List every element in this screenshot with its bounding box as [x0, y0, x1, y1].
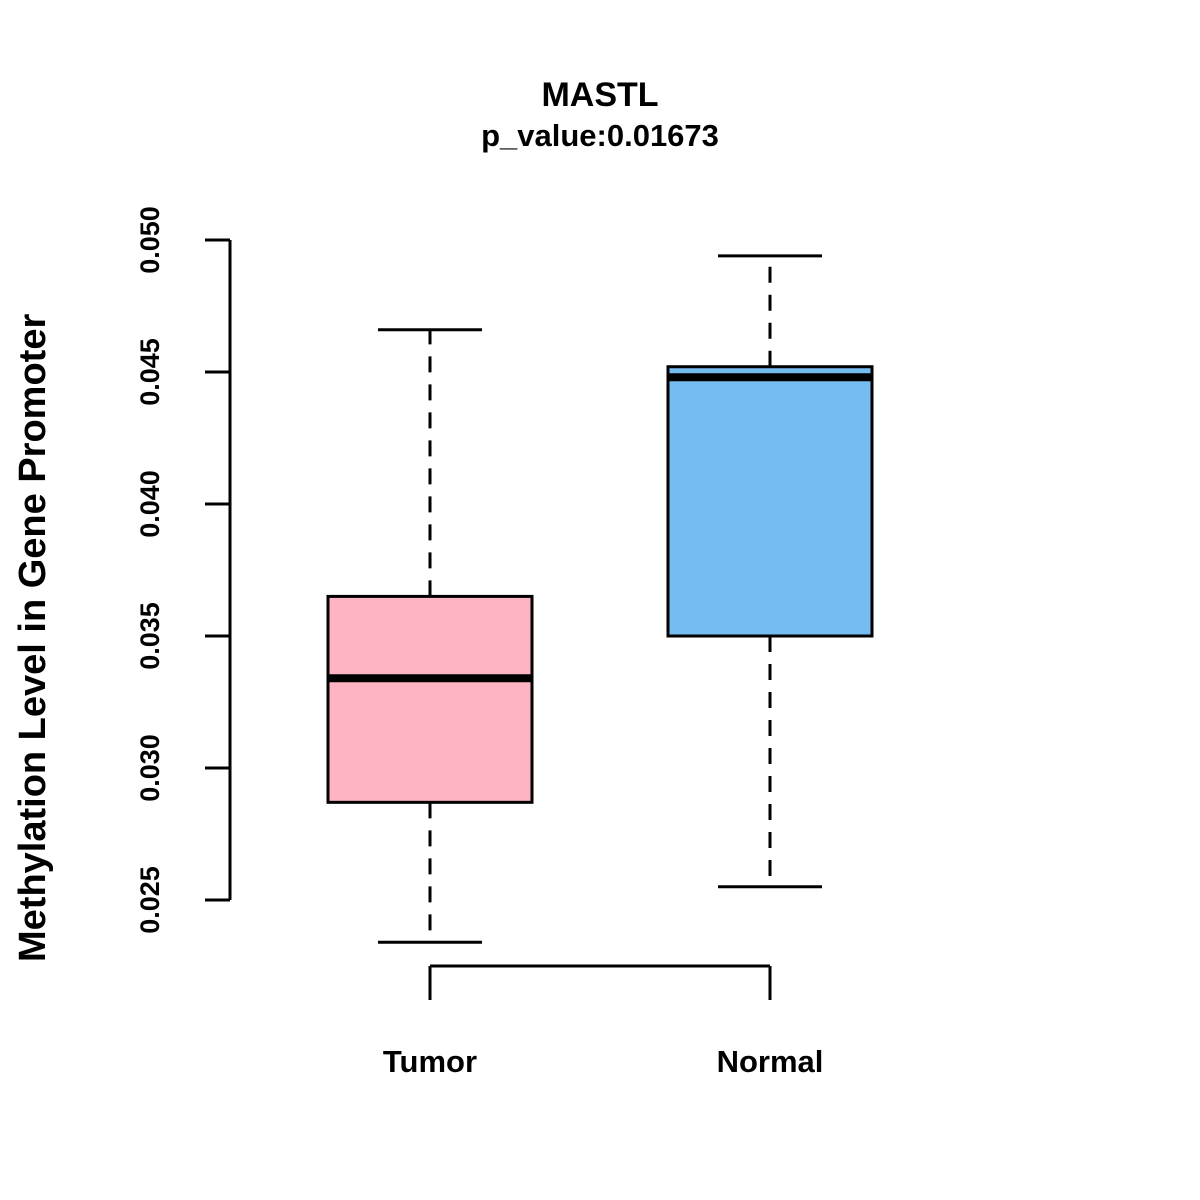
chart-subtitle: p_value:0.01673	[481, 118, 719, 153]
x-category-label: Normal	[717, 1044, 824, 1079]
y-tick-label: 0.045	[135, 338, 165, 406]
box-tumor	[326, 594, 534, 804]
y-tick-label: 0.025	[135, 866, 165, 934]
chart-title: MASTL	[541, 76, 659, 114]
y-tick-label: 0.030	[135, 734, 165, 802]
x-category-label: Tumor	[383, 1044, 477, 1079]
y-tick-label: 0.040	[135, 470, 165, 538]
y-tick-label: 0.050	[135, 206, 165, 274]
y-tick-label: 0.035	[135, 602, 165, 670]
box-normal	[666, 365, 874, 638]
